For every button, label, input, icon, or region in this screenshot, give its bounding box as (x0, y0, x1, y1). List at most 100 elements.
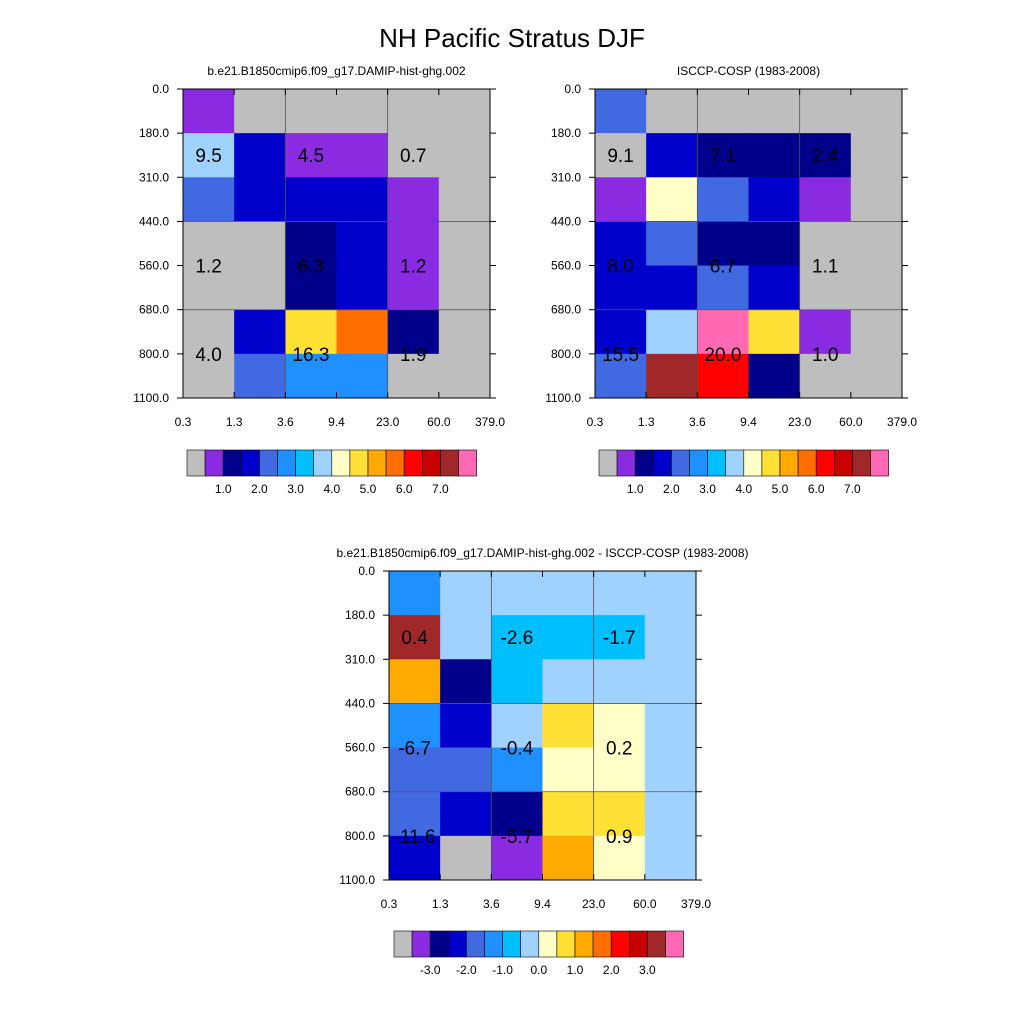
heatmap-cell (440, 791, 492, 837)
heatmap-cell (336, 353, 389, 399)
colorbar-swatch (367, 449, 387, 477)
heatmap-cell (440, 571, 492, 616)
heatmap-cell (285, 353, 337, 399)
colorbar-swatch (852, 449, 871, 477)
colorbar-label: 2.0 (603, 963, 620, 977)
cell-value-label: -5.7 (501, 827, 534, 848)
heatmap-cell (542, 659, 595, 704)
y-tick-label: 440.0 (345, 696, 375, 710)
colorbar-label: -2.0 (456, 963, 477, 977)
heatmap-cell (285, 309, 337, 355)
colorbar-swatch (743, 449, 763, 477)
heatmap-cell (440, 747, 492, 793)
panels: b.e21.B1850cmip6.f09_g17.DAMIP-hist-ghg.… (133, 64, 917, 977)
heatmap-cell (850, 265, 903, 311)
heatmap-cell (593, 747, 646, 793)
heatmap-cell (542, 791, 595, 837)
colorbar-label: 0.0 (530, 963, 547, 977)
heatmap-cell (234, 177, 286, 222)
cell-value-label: -2.6 (501, 628, 534, 649)
heatmap-cell (387, 265, 440, 311)
heatmap-cell (646, 309, 698, 355)
heatmap-cell (850, 221, 903, 266)
colorbar-label: 6.0 (808, 482, 825, 496)
colorbar-label: 4.0 (735, 482, 752, 496)
colorbar-label: 1.0 (215, 482, 232, 496)
y-tick-label: 680.0 (139, 303, 169, 317)
heatmap-cell (697, 309, 749, 355)
cell-value-label: 0.2 (606, 739, 632, 760)
cell-value-label: 8.0 (607, 257, 633, 278)
y-tick-label: 440.0 (551, 214, 581, 228)
colorbar-label: -3.0 (420, 963, 441, 977)
colorbar-swatch (447, 930, 467, 958)
heatmap-cell (438, 265, 491, 311)
heatmap-cell (542, 571, 595, 616)
heatmap-cell (234, 221, 286, 266)
colorbar-swatch (779, 449, 799, 477)
colorbar-label: 3.0 (287, 482, 304, 496)
x-tick-label: 23.0 (376, 415, 400, 429)
heatmap-cell (491, 791, 543, 837)
heatmap-cell (438, 309, 491, 355)
heatmap-cell (491, 747, 543, 793)
heatmap-cell (799, 309, 852, 355)
heatmap-cell (595, 177, 647, 222)
cell-value-label: 1.2 (195, 257, 221, 278)
heatmap-cell (644, 747, 697, 793)
heatmap-cell (593, 835, 646, 881)
x-tick-label: 0.3 (381, 897, 398, 911)
y-tick-label: 680.0 (551, 303, 581, 317)
heatmap-cell (438, 221, 491, 266)
heatmap-cell (850, 353, 903, 399)
cell-value-label: 4.0 (195, 345, 221, 366)
cell-value-label: 6.3 (298, 257, 324, 278)
colorbar-swatch (331, 449, 351, 477)
colorbar-swatch (689, 449, 708, 477)
heatmap-cell (850, 133, 903, 178)
heatmap-cell (234, 309, 286, 355)
x-tick-label: 3.6 (483, 897, 500, 911)
heatmap-cell (336, 89, 389, 134)
cell-value-label: 1.2 (400, 257, 426, 278)
heatmap-cell (389, 835, 441, 881)
cell-value-label: 6.7 (710, 257, 736, 278)
cell-value-label: 9.5 (195, 146, 221, 167)
panel-title: b.e21.B1850cmip6.f09_g17.DAMIP-hist-ghg.… (336, 546, 748, 560)
colorbar-label: 2.0 (663, 482, 680, 496)
heatmap-cell (646, 177, 698, 222)
heatmap-cell (748, 221, 801, 266)
heatmap-cell (697, 177, 749, 222)
heatmap-cell (183, 133, 235, 178)
y-tick-label: 310.0 (345, 652, 375, 666)
y-tick-label: 560.0 (345, 741, 375, 755)
cell-value-label: 0.9 (606, 827, 632, 848)
heatmap-cell (542, 835, 595, 881)
colorbar-swatch (647, 930, 666, 958)
heatmap-cell (542, 703, 595, 748)
y-tick-label: 310.0 (139, 170, 169, 184)
heatmap-cell (183, 309, 235, 355)
heatmap-cell (387, 89, 440, 134)
colorbar-swatch (634, 449, 654, 477)
y-tick-label: 560.0 (139, 259, 169, 273)
heatmap-cell (285, 221, 337, 266)
cell-value-label: 1.9 (400, 345, 426, 366)
colorbar-swatch (870, 449, 889, 477)
heatmap-cell (387, 309, 440, 355)
colorbar-label: 6.0 (396, 482, 413, 496)
x-tick-label: 60.0 (839, 415, 863, 429)
colorbar-swatch (628, 930, 648, 958)
heatmap-cell (850, 309, 903, 355)
heatmap-cell (646, 89, 698, 134)
colorbar-swatch (429, 930, 449, 958)
heatmap-cell (183, 89, 235, 134)
figure-title: NH Pacific Stratus DJF (379, 23, 645, 53)
colorbar-swatch (295, 449, 315, 477)
x-tick-label: 379.0 (887, 415, 917, 429)
colorbar-swatch (466, 930, 485, 958)
colorbar-label: 3.0 (639, 963, 656, 977)
colorbar-swatch (403, 449, 423, 477)
colorbar-swatch (725, 449, 745, 477)
